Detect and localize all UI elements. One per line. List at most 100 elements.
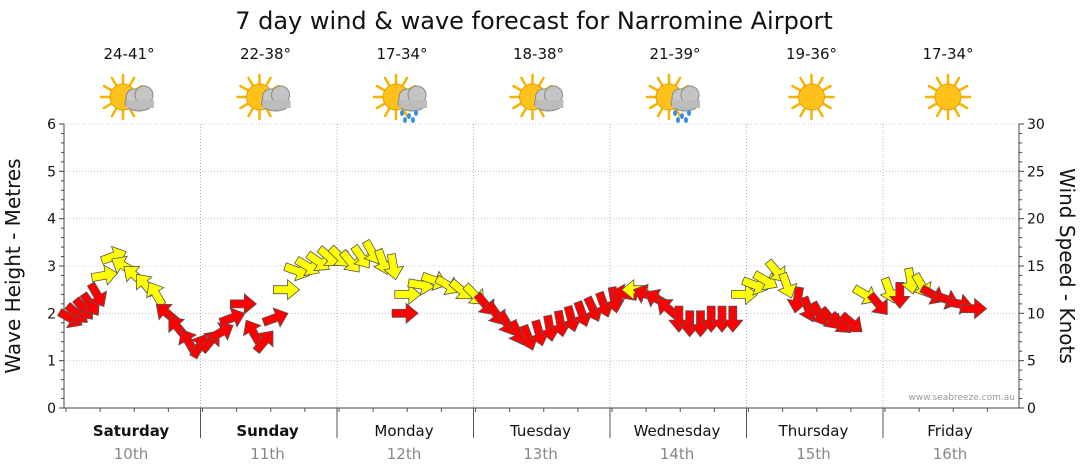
wind-arrow-shape [583,295,604,322]
sun-ray [128,76,136,87]
sunny-icon [924,73,972,121]
wind-arrow-shape [838,311,863,333]
wind-arrow-shape [382,253,405,281]
sun-ray [401,107,409,118]
wind-arrow-shape [539,314,561,342]
sun-ray [822,102,832,110]
sun-ray [110,76,118,87]
rain-icon [372,73,427,123]
wind-arrow [900,267,922,295]
chart-title: 7 day wind & wave forecast for Narromine… [235,7,833,35]
wind-arrow [549,309,572,338]
wind-arrow [178,329,199,355]
y-tick-left: 1 [47,354,56,370]
y-tick-left: 0 [47,401,56,417]
wind-arrow [394,283,422,306]
wind-arrow [229,293,258,315]
sun-ray [265,107,272,118]
temp-range: 17-34° [922,45,973,63]
y-tick-right: 5 [1027,354,1036,370]
cloud-part [535,100,564,108]
temp-range: 17-34° [376,45,427,63]
wind-arrow [79,291,101,316]
wind-arrow-shape [721,305,744,333]
wind-arrow-shape [549,309,572,338]
rain-drop [687,110,691,116]
wind-arrow [539,314,561,342]
partly-cloudy-icon [509,73,564,121]
wind-arrow-shape [391,302,419,325]
y-tick-left: 6 [47,117,56,133]
wind-arrow [273,278,301,301]
sun-ray [674,107,682,118]
wind-arrow [656,299,681,320]
grid [64,123,1019,408]
date-label: 15th [796,445,830,463]
day-label: Tuesday [509,422,571,440]
sun-ray [674,76,682,87]
wind-arrow [90,264,119,286]
wind-arrow-shape [178,329,199,355]
temp-range: 18-38° [513,45,564,63]
sun-ray [648,102,659,110]
rain-drop [676,117,680,123]
sun-ray [512,84,522,92]
day-label: Thursday [778,422,849,440]
day-headers: 24-41° 22-38° 17-34° 18-38° 21-39° 19-36° 17-3… [99,45,974,123]
sun-ray [520,76,527,87]
wind-arrow [382,253,405,281]
sun-ray [128,107,136,118]
y-tick-right: 10 [1027,306,1045,322]
sunny-icon [788,73,835,121]
wind-arrow-shape [528,319,550,347]
sun-ray [383,107,391,118]
y-tick-left: 3 [47,259,56,275]
sun-ray [375,84,386,92]
sun-ray [817,107,824,118]
y-tick-right: 20 [1027,212,1045,228]
y-tick-left: 2 [47,306,56,322]
rain-drop [673,110,677,116]
wind-arrow-shape [518,323,539,351]
wind-arrow-shape [786,286,808,314]
sun-ray [791,102,801,110]
wind-arrow [391,302,419,325]
wind-arrow-shape [960,297,988,320]
sun-ray [656,107,664,118]
sun-ray [927,102,938,110]
wind-arrow [561,304,582,333]
y-tick-right: 15 [1027,259,1045,275]
wind-arrow [721,305,744,333]
wind-arrow [86,281,108,308]
credit-text: www.seabreeze.com.au [908,393,1015,403]
wind-arrow [960,297,988,320]
sun-ray [817,76,824,87]
temp-range: 22-38° [240,45,291,63]
wind-arrow-shape [243,319,264,346]
sun-ray [401,76,409,87]
sun-disc [934,83,962,111]
sun-ray [935,76,943,87]
sun-ray [953,107,961,118]
sun-ray [512,102,522,110]
wind-arrow [252,330,274,355]
sun-ray [239,84,249,92]
day-label: Friday [927,422,973,440]
day-label: Monday [374,422,433,440]
sun-ray [110,107,118,118]
wind-arrow [218,307,246,328]
day-label: Wednesday [634,422,721,440]
temp-range: 24-41° [103,45,154,63]
cloud-part [672,100,700,108]
sun-ray [538,76,545,87]
wind-arrow-shape [273,278,301,301]
sun-ray [247,76,254,87]
day-label: Saturday [93,422,170,440]
rain-drop [411,117,415,123]
rain-icon [645,73,700,123]
partly-cloudy-icon [99,73,154,121]
cloud-part [126,100,154,108]
sun-ray [247,107,254,118]
wind-arrow-shape [593,290,615,318]
